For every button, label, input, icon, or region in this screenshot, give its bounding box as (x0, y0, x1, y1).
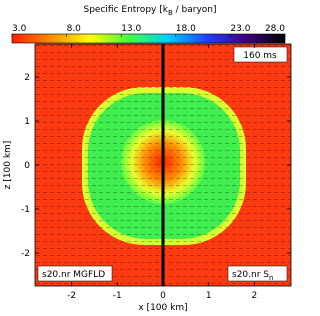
colorbar-tick-label: 23.0 (230, 24, 250, 34)
x-tick-label: -2 (67, 291, 76, 301)
left-label-box (37, 265, 113, 282)
x-tick-label: 0 (160, 291, 166, 301)
x-tick-label: 1 (206, 291, 212, 301)
title-part: Specific Entropy [k (84, 5, 169, 15)
y-tick-label: -2 (21, 249, 30, 259)
colorbar-tick-label: 18.0 (176, 24, 196, 34)
title-part: / baryon] (173, 5, 217, 15)
title-subscript: B (168, 9, 173, 17)
time-label: 160 ms (243, 51, 277, 61)
right-label-part: s20.nr S (232, 270, 269, 280)
colorbar-tick-label: 3.0 (12, 24, 27, 34)
y-tick-label: 0 (24, 161, 30, 171)
left-label: s20.nr MGFLD (42, 270, 105, 280)
x-tick-label: -1 (113, 291, 122, 301)
y-axis-label: z [100 km] (3, 141, 13, 190)
colorbar (11, 33, 286, 44)
right-label-box (227, 265, 288, 282)
right-label-subscript: n (269, 274, 273, 282)
colorbar-tick-label: 8.0 (67, 24, 82, 34)
colorbar-tick-label: 28.0 (265, 24, 285, 34)
colorbar-title: Specific Entropy [kB / baryon] (84, 5, 217, 17)
field-image (35, 44, 291, 286)
y-tick-label: 2 (24, 73, 30, 83)
x-axis-label: x [100 km] (138, 303, 187, 313)
colorbar-tick-label: 13.0 (121, 24, 141, 34)
x-tick-label: 2 (252, 291, 258, 301)
time-box (233, 46, 288, 63)
y-tick-label: 1 (24, 117, 30, 127)
y-tick-label: -1 (21, 205, 30, 215)
right-label: s20.nr Sn (232, 270, 273, 282)
